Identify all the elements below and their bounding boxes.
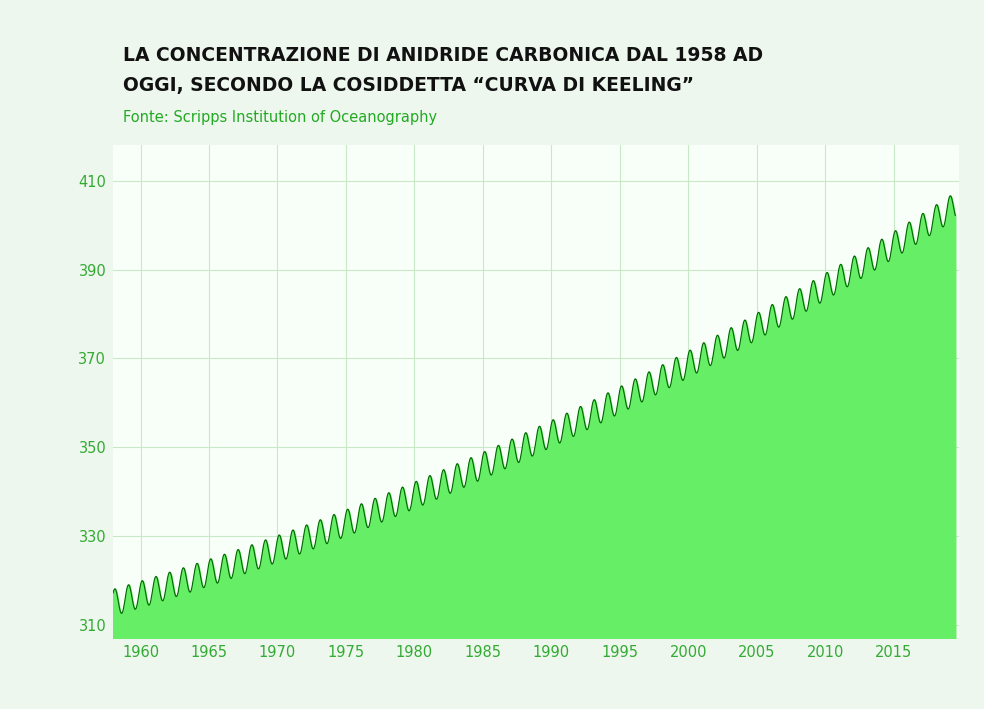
- Text: LA CONCENTRAZIONE DI ANIDRIDE CARBONICA DAL 1958 AD: LA CONCENTRAZIONE DI ANIDRIDE CARBONICA …: [123, 46, 764, 65]
- Text: OGGI, SECONDO LA COSIDDETTA “CURVA DI KEELING”: OGGI, SECONDO LA COSIDDETTA “CURVA DI KE…: [123, 76, 694, 95]
- Text: Fonte: Scripps Institution of Oceanography: Fonte: Scripps Institution of Oceanograp…: [123, 110, 437, 125]
